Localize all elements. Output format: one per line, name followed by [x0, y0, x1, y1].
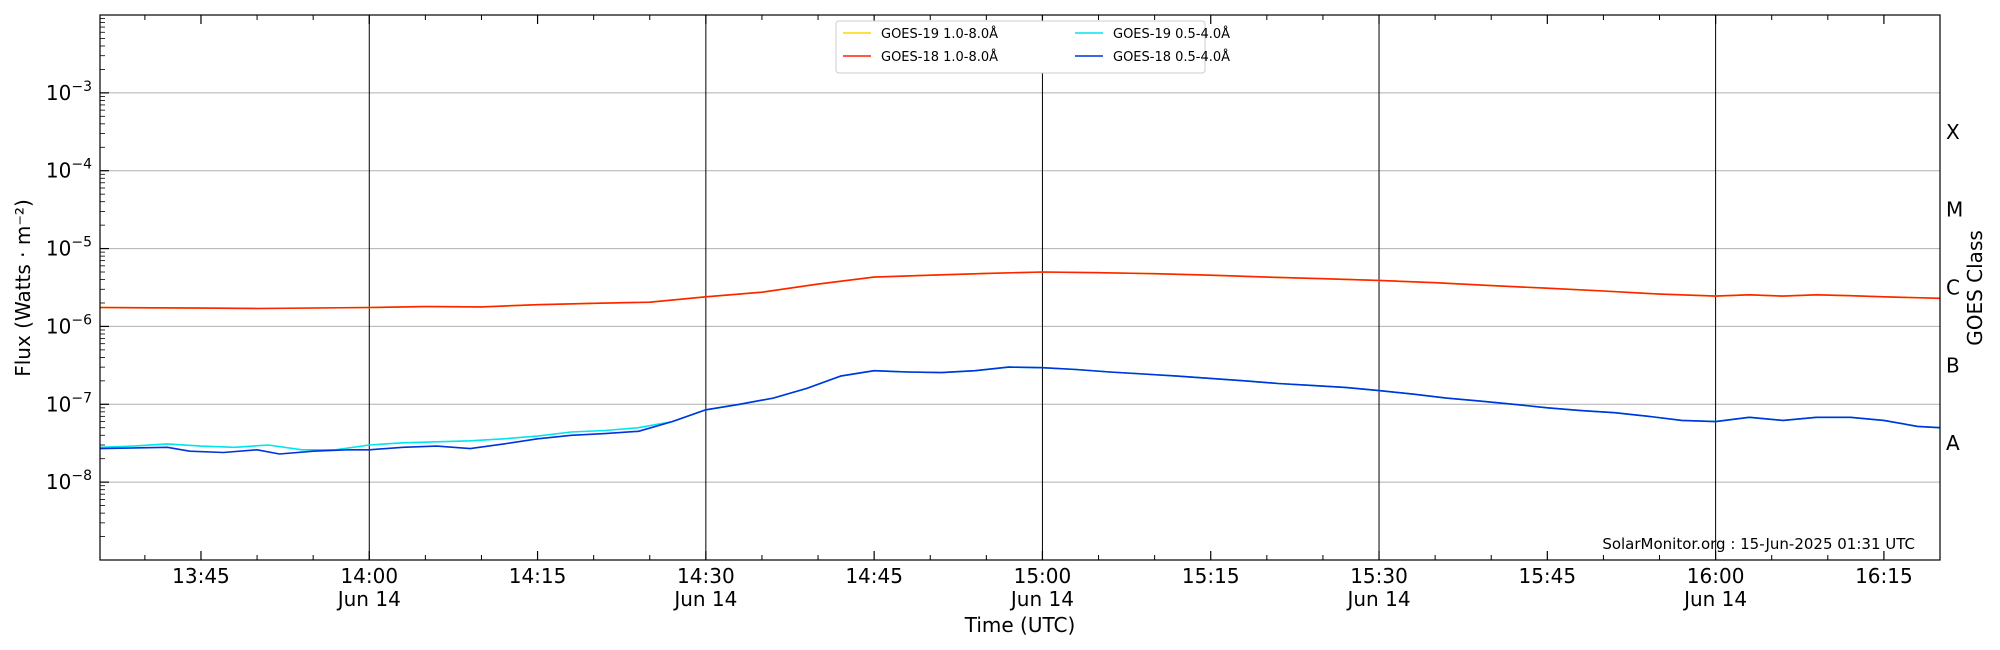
x-tick-label-1: 14:00: [340, 564, 398, 588]
legend-label-0: GOES-19 1.0-8.0Å: [881, 26, 998, 42]
x-tick-label-9: 16:00: [1687, 564, 1745, 588]
goes-class-axis-title: GOES Class: [1963, 230, 1987, 346]
x-tick-date-3: Jun 14: [672, 587, 737, 611]
x-tick-label-8: 15:45: [1518, 564, 1576, 588]
day-vertical-lines: [368, 15, 1717, 560]
series-lines: [99, 271, 1941, 455]
y-tick-base: 10: [46, 81, 71, 105]
y-tick-exponent: −4: [71, 157, 92, 173]
legend: GOES-19 1.0-8.0Å GOES-19 0.5-4.0Å GOES-18 …: [835, 20, 1230, 74]
y-tick-exponent: −6: [71, 312, 92, 328]
legend-box: [835, 20, 1206, 74]
y-axis-ticks: 10−810−710−610−510−410−3: [46, 18, 109, 537]
y-tick-label-2: 10−6: [46, 312, 92, 338]
x-tick-label-3: 14:30: [677, 564, 735, 588]
y-axis-title: Flux (Watts · m⁻²): [11, 199, 35, 377]
goes-class-m: M: [1946, 198, 1963, 222]
plot-frame: [99, 14, 1941, 561]
y-tick-label-1: 10−7: [46, 390, 92, 416]
x-tick-label-10: 16:15: [1855, 564, 1913, 588]
goes-class-labels: A B C M X: [1946, 120, 1963, 455]
y-tick-exponent: −8: [71, 468, 92, 484]
legend-label-2: GOES-19 0.5-4.0Å: [1113, 26, 1230, 42]
y-tick-base: 10: [46, 314, 71, 338]
y-tick-base: 10: [46, 159, 71, 183]
y-tick-label-4: 10−4: [46, 157, 92, 183]
y-tick-exponent: −5: [71, 235, 92, 251]
y-tick-base: 10: [46, 237, 71, 261]
x-axis-title: Time (UTC): [964, 613, 1076, 637]
x-tick-label-6: 15:15: [1182, 564, 1240, 588]
y-tick-base: 10: [46, 392, 71, 416]
x-tick-date-1: Jun 14: [336, 587, 401, 611]
legend-label-1: GOES-18 1.0-8.0Å: [881, 49, 998, 65]
x-tick-label-7: 15:30: [1350, 564, 1408, 588]
y-tick-label-3: 10−5: [46, 235, 92, 261]
y-tick-label-5: 10−3: [46, 79, 92, 105]
series-line-3: [99, 366, 1941, 455]
legend-label-3: GOES-18 0.5-4.0Å: [1113, 49, 1230, 65]
y-tick-exponent: −3: [71, 79, 92, 95]
x-tick-date-7: Jun 14: [1345, 587, 1410, 611]
y-tick-base: 10: [46, 470, 71, 494]
x-tick-label-5: 15:00: [1014, 564, 1072, 588]
goes-class-b: B: [1946, 353, 1960, 377]
goes-class-a: A: [1946, 431, 1960, 455]
x-tick-label-2: 14:15: [509, 564, 567, 588]
goes-class-c: C: [1946, 276, 1960, 300]
x-tick-label-4: 14:45: [845, 564, 903, 588]
x-tick-label-0: 13:45: [172, 564, 230, 588]
series-line-1: [99, 271, 1941, 310]
y-tick-label-0: 10−8: [46, 468, 92, 494]
x-tick-date-5: Jun 14: [1009, 587, 1074, 611]
y-tick-exponent: −7: [71, 390, 92, 406]
credit-text: SolarMonitor.org : 15-Jun-2025 01:31 UTC: [1602, 535, 1915, 553]
goes-class-x: X: [1946, 120, 1960, 144]
x-tick-date-9: Jun 14: [1682, 587, 1747, 611]
grid-lines: [100, 92, 1940, 483]
